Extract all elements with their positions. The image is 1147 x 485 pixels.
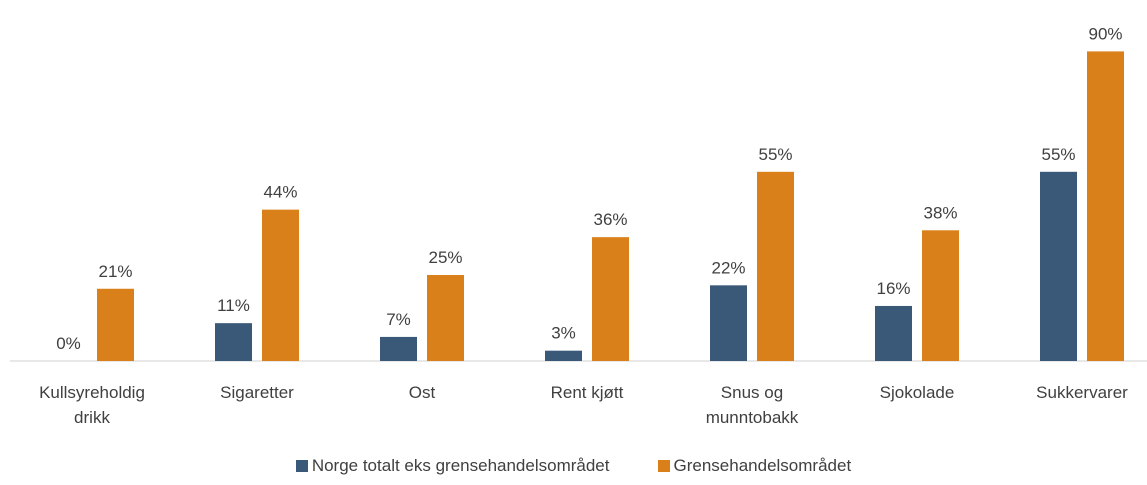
bar — [592, 237, 629, 361]
data-label: 0% — [56, 334, 81, 353]
legend-item: Norge totalt eks grensehandelsområdet — [295, 456, 610, 476]
bar — [922, 230, 959, 361]
data-label: 25% — [428, 248, 462, 267]
bar — [97, 288, 134, 361]
bar — [380, 336, 417, 361]
data-label: 55% — [1041, 145, 1075, 164]
bar — [1087, 51, 1124, 362]
data-label: 11% — [217, 296, 250, 315]
data-label: 3% — [551, 324, 576, 343]
data-label: 36% — [593, 210, 627, 229]
plot: 0% 21% 11% 44% 7% 25% 3% 36% 22% 55% 16% 38% 55% 90% — [10, 24, 1147, 362]
legend-item: Grensehandelsområdet — [657, 456, 852, 476]
x-tick-label: Sjokolade — [879, 383, 955, 402]
bar — [875, 305, 912, 361]
x-tick-label: Ost — [408, 383, 436, 402]
bar — [1040, 171, 1077, 361]
data-label: 44% — [263, 183, 297, 202]
x-tick-label: Sukkervarer — [1036, 383, 1128, 402]
data-label: 22% — [711, 258, 745, 277]
x-tick-label: Sigaretter — [220, 383, 294, 402]
data-label: 16% — [876, 279, 910, 298]
bar — [215, 323, 252, 361]
data-label: 7% — [386, 310, 411, 329]
legend-swatch — [657, 460, 670, 472]
x-tick-label: Snus og munntobakk — [705, 383, 799, 427]
data-label: 21% — [98, 262, 132, 281]
legend-label: Norge totalt eks grensehandelsområdet — [311, 456, 610, 475]
legend-swatch — [295, 460, 308, 472]
bar — [710, 285, 747, 361]
bar — [545, 350, 582, 361]
bar — [757, 171, 794, 361]
legend: Norge totalt eks grensehandelsområdet Gre… — [0, 456, 1147, 476]
x-tick-label: Rent kjøtt — [550, 383, 624, 402]
bar — [427, 275, 464, 361]
data-label: 90% — [1088, 24, 1122, 43]
bar — [262, 209, 299, 361]
data-label: 55% — [758, 145, 792, 164]
data-label: 38% — [923, 203, 957, 222]
x-tick-label: Kullsyreholdig drikk — [39, 383, 145, 427]
legend-label: Grensehandelsområdet — [673, 456, 852, 475]
